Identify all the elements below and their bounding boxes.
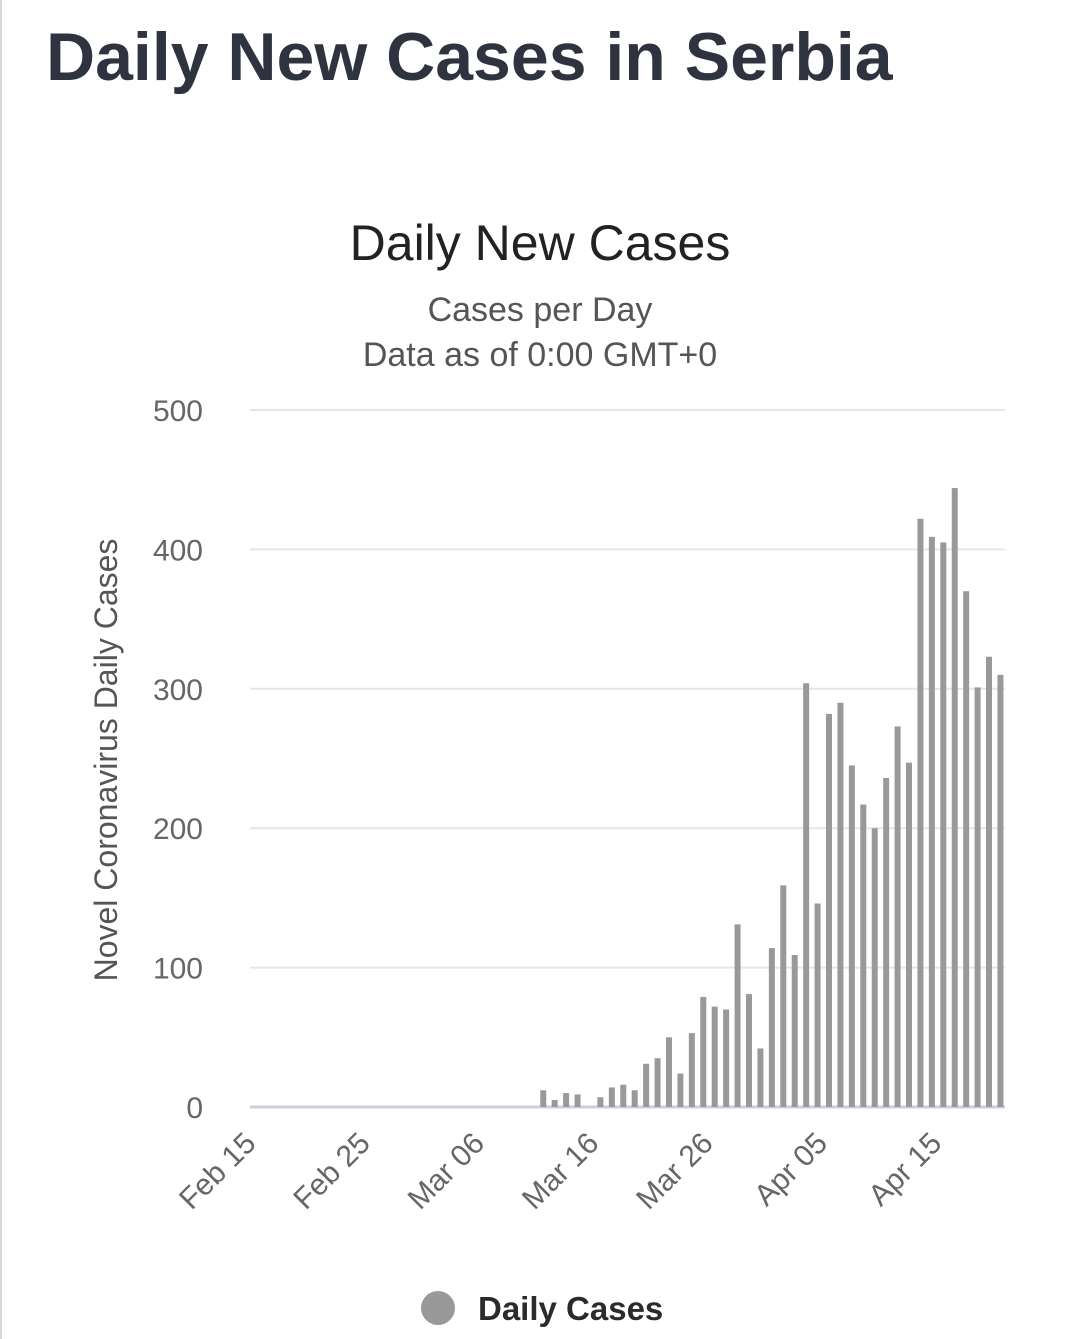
bar[interactable] (597, 1097, 604, 1107)
bar[interactable] (986, 656, 993, 1107)
bar[interactable] (951, 488, 958, 1108)
bar[interactable] (871, 828, 878, 1107)
bar[interactable] (826, 713, 832, 1107)
bar[interactable] (563, 1093, 570, 1107)
bar[interactable] (997, 674, 1004, 1107)
bar[interactable] (780, 885, 787, 1107)
bar[interactable] (894, 726, 901, 1107)
bar[interactable] (963, 591, 970, 1107)
bar[interactable] (665, 1037, 672, 1107)
y-tick-label: 300 (153, 674, 203, 707)
bar[interactable] (757, 1048, 764, 1107)
y-tick-label: 400 (153, 534, 203, 567)
bar[interactable] (631, 1090, 638, 1107)
legend-marker-daily-cases[interactable] (421, 1291, 455, 1325)
bar[interactable] (814, 903, 821, 1107)
bar[interactable] (974, 687, 981, 1107)
bar[interactable] (803, 683, 810, 1107)
bar[interactable] (768, 948, 775, 1107)
y-axis-label: Novel Coronavirus Daily Cases (88, 539, 124, 982)
bar[interactable] (643, 1063, 650, 1107)
x-tick-label: Apr 15 (862, 1127, 948, 1213)
bar[interactable] (860, 804, 867, 1107)
bar[interactable] (917, 518, 924, 1107)
bar[interactable] (723, 1009, 730, 1107)
bars (540, 488, 1004, 1108)
x-tick-label: Feb 25 (287, 1127, 376, 1216)
y-axis-ticks: 0 100 200 300 400 500 (153, 395, 203, 1125)
bar[interactable] (688, 1033, 695, 1107)
bar[interactable] (620, 1084, 627, 1107)
bar[interactable] (734, 924, 741, 1107)
bar[interactable] (551, 1100, 558, 1107)
y-tick-label: 500 (153, 395, 203, 428)
bar[interactable] (883, 778, 890, 1107)
x-tick-label: Apr 05 (748, 1127, 834, 1213)
chart-subtitle-data-as-of: Data as of 0:00 GMT+0 (363, 336, 717, 374)
page-title: Daily New Cases in Serbia (46, 19, 893, 95)
daily-cases-chart: Daily New Cases Cases per Day Data as of… (88, 215, 1005, 1327)
bar[interactable] (848, 765, 855, 1107)
bar[interactable] (837, 702, 844, 1107)
bar[interactable] (906, 762, 913, 1107)
legend[interactable]: Daily Cases (421, 1290, 663, 1327)
bar[interactable] (745, 994, 752, 1107)
x-tick-label: Mar 16 (516, 1127, 605, 1216)
bar[interactable] (574, 1094, 581, 1107)
bar[interactable] (677, 1073, 684, 1107)
left-border (0, 0, 2, 1339)
bar[interactable] (608, 1087, 615, 1107)
bar[interactable] (940, 542, 947, 1107)
x-tick-label: Mar 26 (630, 1127, 719, 1216)
bar[interactable] (711, 1006, 718, 1107)
bar[interactable] (791, 955, 798, 1107)
bar[interactable] (928, 536, 935, 1107)
chart-title: Daily New Cases (350, 215, 731, 271)
bar[interactable] (654, 1058, 661, 1107)
y-tick-label: 0 (186, 1092, 203, 1125)
x-axis-ticks: Feb 15 Feb 25 Mar 06 Mar 16 Mar 26 Apr 05 Apr … (173, 1127, 948, 1216)
x-tick-label: Mar 06 (402, 1127, 491, 1216)
legend-label-daily-cases[interactable]: Daily Cases (478, 1290, 663, 1327)
y-tick-label: 200 (153, 813, 203, 846)
x-tick-label: Feb 15 (173, 1127, 262, 1216)
y-tick-label: 100 (153, 953, 203, 986)
bar[interactable] (700, 996, 707, 1107)
gridlines (250, 409, 1005, 1109)
bar[interactable] (540, 1090, 547, 1107)
chart-subtitle: Cases per Day (428, 291, 653, 329)
